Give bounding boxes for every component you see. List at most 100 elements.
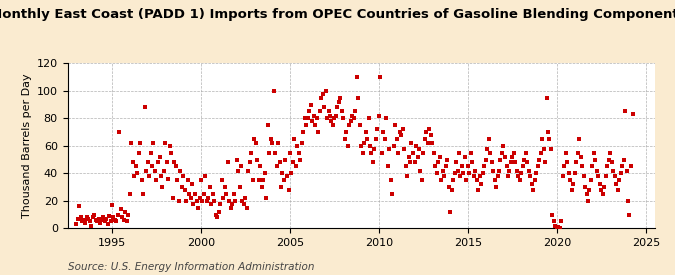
Point: [275, 185, 286, 189]
Point: [261, 196, 271, 200]
Point: [534, 157, 545, 162]
Point: [264, 150, 275, 155]
Point: [181, 199, 192, 203]
Point: [583, 199, 593, 203]
Point: [267, 141, 277, 145]
Point: [93, 216, 104, 221]
Point: [203, 196, 214, 200]
Point: [535, 150, 546, 155]
Point: [589, 150, 599, 155]
Point: [144, 174, 155, 178]
Point: [364, 144, 375, 148]
Point: [81, 215, 92, 219]
Point: [551, 226, 562, 230]
Point: [198, 192, 209, 196]
Point: [310, 123, 321, 127]
Point: [533, 164, 543, 169]
Point: [215, 201, 225, 206]
Point: [608, 168, 619, 173]
Point: [129, 174, 140, 178]
Point: [348, 116, 359, 120]
Point: [543, 130, 554, 134]
Point: [135, 141, 146, 145]
Point: [441, 157, 452, 162]
Point: [115, 207, 126, 211]
Point: [568, 182, 578, 186]
Point: [313, 130, 323, 134]
Point: [246, 150, 256, 155]
Point: [402, 174, 412, 178]
Point: [124, 192, 135, 196]
Point: [366, 150, 377, 155]
Point: [578, 174, 589, 178]
Point: [590, 157, 601, 162]
Point: [139, 105, 150, 109]
Point: [581, 192, 592, 196]
Point: [326, 119, 337, 123]
Point: [597, 192, 608, 196]
Point: [157, 185, 168, 189]
Point: [404, 160, 415, 164]
Point: [549, 219, 560, 224]
Point: [197, 199, 208, 203]
Point: [458, 171, 469, 175]
Point: [273, 141, 284, 145]
Point: [305, 102, 316, 107]
Point: [230, 199, 240, 203]
Point: [128, 160, 138, 164]
Point: [175, 168, 186, 173]
Point: [497, 150, 508, 155]
Point: [396, 133, 406, 137]
Point: [493, 168, 504, 173]
Point: [209, 199, 220, 203]
Point: [122, 219, 132, 224]
Point: [622, 199, 633, 203]
Point: [381, 116, 392, 120]
Point: [344, 123, 354, 127]
Point: [406, 141, 417, 145]
Point: [166, 150, 177, 155]
Point: [190, 192, 200, 196]
Point: [587, 164, 598, 169]
Point: [145, 150, 156, 155]
Point: [342, 144, 353, 148]
Point: [399, 146, 410, 151]
Point: [271, 164, 282, 169]
Point: [138, 192, 148, 196]
Point: [491, 185, 502, 189]
Point: [461, 178, 472, 182]
Point: [466, 150, 477, 155]
Point: [172, 178, 183, 182]
Point: [476, 182, 487, 186]
Point: [570, 160, 581, 164]
Point: [279, 178, 290, 182]
Point: [520, 150, 531, 155]
Point: [78, 218, 89, 222]
Point: [86, 223, 97, 228]
Point: [435, 155, 446, 159]
Point: [159, 168, 169, 173]
Point: [233, 168, 244, 173]
Point: [341, 130, 352, 134]
Point: [89, 212, 100, 217]
Point: [92, 219, 103, 224]
Point: [244, 160, 255, 164]
Point: [97, 218, 107, 222]
Point: [295, 157, 306, 162]
Point: [187, 182, 198, 186]
Point: [452, 168, 463, 173]
Point: [212, 215, 223, 219]
Point: [354, 123, 365, 127]
Point: [506, 160, 516, 164]
Point: [302, 116, 313, 120]
Point: [176, 185, 187, 189]
Point: [394, 130, 405, 134]
Point: [624, 212, 635, 217]
Point: [179, 188, 190, 192]
Point: [357, 150, 368, 155]
Point: [250, 141, 261, 145]
Point: [541, 95, 552, 100]
Point: [523, 168, 534, 173]
Point: [268, 89, 279, 93]
Point: [259, 171, 270, 175]
